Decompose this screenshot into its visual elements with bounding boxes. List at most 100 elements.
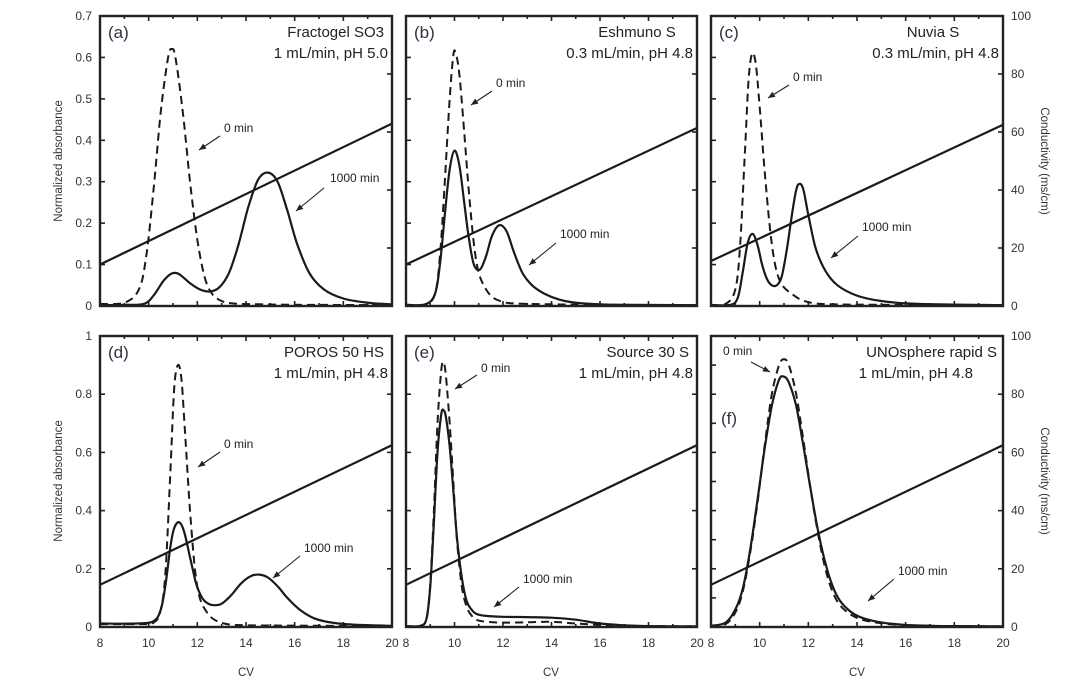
- conductivity-line: [710, 123, 1004, 263]
- x-tick-label: 8: [708, 636, 715, 650]
- x-tick-label: 20: [385, 636, 399, 650]
- panel-a: 0 0.1 0.2 0.3 0.4 0.5 0.6 0.7 (a) Fractogel SO3 1 …: [75, 9, 394, 313]
- y-tick-label: 0.8: [75, 387, 92, 401]
- panel-letter: (b): [414, 23, 435, 42]
- conductivity-line: [99, 122, 393, 266]
- series-1000min-curve: [405, 149, 698, 307]
- x-tick-label: 14: [239, 636, 253, 650]
- xlabel-f: CV: [849, 667, 865, 679]
- series-0min-curve: [99, 363, 393, 628]
- y-tick-label: 0.6: [75, 50, 92, 64]
- right-tick-label: 40: [1011, 183, 1025, 197]
- arrow-head-icon: [198, 460, 206, 467]
- series-0min-curve: [710, 358, 1004, 628]
- x-tick-label: 20: [690, 636, 704, 650]
- plot-frame: [98, 14, 394, 308]
- y-tick-label: 0.1: [75, 258, 92, 272]
- annotation-0min: 0 min: [793, 70, 822, 84]
- y-tick-label: 0: [85, 299, 92, 313]
- right-tick-label: 60: [1011, 445, 1025, 459]
- x-tick-label: 10: [448, 636, 462, 650]
- x-tick-label: 16: [288, 636, 302, 650]
- annotation-0min: 0 min: [224, 121, 253, 135]
- x-tick-label: 18: [337, 636, 351, 650]
- right-tick-label: 80: [1011, 67, 1025, 81]
- x-tick-label: 12: [191, 636, 205, 650]
- x-tick-label: 16: [593, 636, 607, 650]
- x-tick-label: 20: [996, 636, 1010, 650]
- x-tick-label: 16: [899, 636, 913, 650]
- run-conditions: 0.3 mL/min, pH 4.8: [566, 45, 693, 62]
- panel-letter: (d): [108, 343, 129, 362]
- x-tick-label: 12: [802, 636, 816, 650]
- y-tick-label: 0.6: [75, 445, 92, 459]
- series-1000min-curve: [710, 375, 1004, 628]
- arrow-head-icon: [529, 258, 537, 265]
- right-ylabel-bottom: Conductivity (ms/cm): [1038, 427, 1050, 535]
- panel-letter: (e): [414, 343, 435, 362]
- annotation-1000min: 1000 min: [560, 227, 609, 241]
- arrow-head-icon: [455, 382, 463, 389]
- resin-name: Eshmuno S: [598, 24, 676, 41]
- resin-name: Fractogel SO3: [287, 24, 384, 41]
- annotation-1000min: 1000 min: [523, 572, 572, 586]
- annotation-0min: 0 min: [481, 361, 510, 375]
- series-0min-curve: [99, 47, 393, 307]
- x-tick-label: 18: [948, 636, 962, 650]
- annotation-0min: 0 min: [723, 344, 752, 358]
- series-0min-curve: [405, 360, 698, 628]
- arrow-head-icon: [494, 600, 502, 607]
- annotation-1000min: 1000 min: [862, 220, 911, 234]
- conductivity-line: [710, 444, 1004, 586]
- right-tick-label: 0: [1011, 620, 1018, 634]
- series-1000min-curve: [99, 171, 393, 307]
- panel-letter: (a): [108, 23, 129, 42]
- run-conditions: 1 mL/min, pH 4.8: [859, 365, 973, 382]
- annotation-1000min: 1000 min: [898, 564, 947, 578]
- resin-name: UNOsphere rapid S: [866, 344, 997, 361]
- y-tick-label: 1: [85, 329, 92, 343]
- xlabel-d: CV: [238, 667, 254, 679]
- y-tick-label: 0.3: [75, 175, 92, 189]
- arrow-head-icon: [273, 571, 281, 578]
- x-tick-label: 8: [97, 636, 104, 650]
- right-ylabel-top: Conductivity (ms/cm): [1038, 107, 1050, 215]
- arrow-head-icon: [199, 143, 207, 150]
- right-tick-label: 60: [1011, 125, 1025, 139]
- panel-c: 0 20 40 60 80 100 (c) Nuvia S 0.3 mL/min, pH 4.8…: [709, 9, 1031, 313]
- resin-name: Source 30 S: [606, 344, 689, 361]
- panel-b: (b) Eshmuno S 0.3 mL/min, pH 4.8 0 min 1000 …: [404, 14, 699, 308]
- run-conditions: 1 mL/min, pH 4.8: [579, 365, 693, 382]
- conductivity-line: [99, 444, 393, 586]
- run-conditions: 1 mL/min, pH 5.0: [274, 45, 388, 62]
- resin-name: POROS 50 HS: [284, 344, 384, 361]
- conductivity-line: [405, 126, 698, 266]
- right-tick-label: 20: [1011, 562, 1025, 576]
- y-tick-label: 0: [85, 620, 92, 634]
- plot-frame: [404, 334, 699, 629]
- annotation-1000min: 1000 min: [330, 171, 379, 185]
- plot-frame: [404, 14, 699, 308]
- annotation-0min: 0 min: [496, 76, 525, 90]
- x-tick-label: 8: [403, 636, 410, 650]
- y-tick-label: 0.7: [75, 9, 92, 23]
- series-1000min-curve: [405, 408, 698, 628]
- arrow-head-icon: [296, 204, 304, 211]
- right-tick-label: 100: [1011, 329, 1031, 343]
- plot-frame: [709, 14, 1005, 308]
- series-1000min-curve: [99, 521, 393, 627]
- arrow-head-icon: [471, 98, 479, 105]
- y-tick-label: 0.4: [75, 504, 92, 518]
- arrow-head-icon: [768, 91, 776, 98]
- right-tick-label: 80: [1011, 387, 1025, 401]
- plot-frame: [709, 334, 1005, 629]
- x-tick-label: 12: [496, 636, 510, 650]
- panel-letter: (f): [721, 409, 737, 428]
- arrow-head-icon: [868, 594, 876, 601]
- series-1000min-curve: [710, 182, 1004, 307]
- run-conditions: 1 mL/min, pH 4.8: [274, 365, 388, 382]
- left-ylabel-top: Normalized absorbance: [53, 100, 65, 221]
- y-tick-label: 0.5: [75, 92, 92, 106]
- right-tick-label: 0: [1011, 299, 1018, 313]
